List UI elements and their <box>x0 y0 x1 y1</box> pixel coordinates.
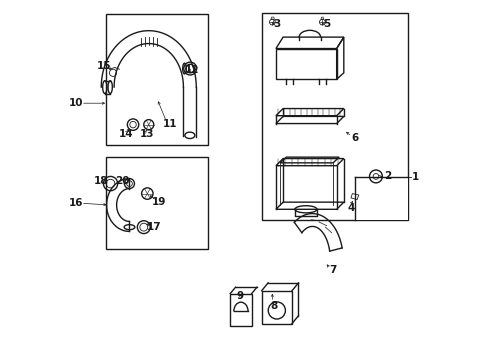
Text: 2: 2 <box>383 171 390 181</box>
Text: 7: 7 <box>329 265 336 275</box>
Text: 4: 4 <box>346 203 354 213</box>
Text: 18: 18 <box>94 176 108 186</box>
Text: 14: 14 <box>119 129 133 139</box>
Text: 3: 3 <box>272 18 280 28</box>
Text: 1: 1 <box>411 172 418 182</box>
Text: 11: 11 <box>163 118 177 129</box>
Text: 19: 19 <box>152 197 166 207</box>
Text: 6: 6 <box>350 133 357 143</box>
Text: 17: 17 <box>147 222 162 232</box>
Text: 8: 8 <box>269 301 277 311</box>
Polygon shape <box>354 177 407 220</box>
Text: 15: 15 <box>97 61 111 71</box>
Text: 13: 13 <box>140 129 154 139</box>
Text: 9: 9 <box>236 291 244 301</box>
Text: 12: 12 <box>184 65 199 75</box>
Text: 20: 20 <box>115 176 129 186</box>
Text: 16: 16 <box>68 198 83 208</box>
Text: 10: 10 <box>68 98 83 108</box>
Text: 5: 5 <box>323 18 329 28</box>
